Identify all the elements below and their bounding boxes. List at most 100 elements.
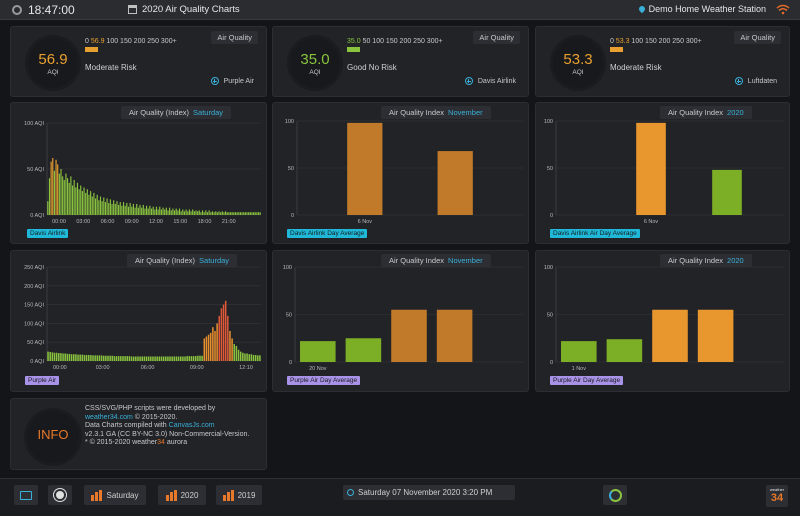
aqi-source-link[interactable]: Purple Air [210, 77, 254, 85]
credits-line-2: Data Charts compiled with CanvasJs.com [85, 422, 270, 431]
bar [256, 212, 258, 215]
bar [135, 356, 137, 361]
bar [169, 207, 171, 215]
aqi-level-swatch [347, 47, 360, 52]
chart-title-text: Air Quality Index [668, 108, 724, 117]
bar [242, 352, 244, 361]
credits-line-1b: weather34.com © 2015-2020. [85, 414, 270, 423]
year-2020-button-label: 2020 [180, 490, 199, 500]
chart-legend: Davis Airlink [27, 229, 69, 238]
bar [62, 353, 64, 361]
y-tick-label: 50 [547, 313, 553, 319]
theme-button[interactable] [48, 485, 72, 505]
bar [244, 353, 246, 361]
aqi-source-link[interactable]: Davis Airlink [464, 77, 516, 85]
chart-title: Air Quality (Index) Saturday [127, 254, 238, 267]
chart-panel-purple-year: Air Quality Index 2020 0 50 100 1 Nov Purple… [535, 250, 790, 392]
aqi-card-davis-airlink: 35.0 AQI 35.0 50 100 150 200 250 300+ Go… [272, 26, 529, 97]
bar [159, 206, 161, 215]
saturday-button[interactable]: Saturday [84, 485, 146, 505]
bar [697, 309, 734, 362]
aqi-value: 53.3 [563, 51, 593, 68]
chart-title-text: Air Quality (Index) [129, 108, 190, 117]
bar [254, 354, 257, 361]
credits-line-4b: aurora [164, 439, 188, 446]
x-tick-label: 09:00 [190, 365, 204, 371]
bar [177, 210, 179, 215]
weather34-link[interactable]: weather34.com [85, 413, 133, 421]
credits-brand: 34 [157, 439, 165, 446]
chart-legend: Davis Airlink Air Day Average [550, 229, 640, 238]
chart-title: Air Quality (Index) Saturday [121, 106, 232, 119]
bar [48, 178, 51, 215]
bar [180, 211, 182, 215]
bar [51, 352, 54, 361]
bar [170, 210, 172, 215]
bar [391, 309, 427, 362]
chart-airlink-day: 0 AQI 50 AQI 100 AQI 00:00 03:00 06:00 09:00 12… [24, 121, 261, 225]
bar [104, 202, 107, 215]
bar [238, 212, 240, 215]
dashboard-button[interactable] [14, 485, 38, 505]
bar [90, 191, 92, 215]
bar [114, 203, 116, 215]
wifi-icon[interactable] [776, 4, 790, 18]
bar [561, 341, 597, 362]
year-2019-button[interactable]: 2019 [216, 485, 262, 505]
x-tick-label: 15:00 [173, 219, 187, 225]
aqi-value: 56.9 [38, 51, 68, 68]
bar [107, 355, 109, 361]
aqi-scale: 35.0 50 100 150 200 250 300+ [347, 38, 443, 45]
chart-purple-year: 0 50 100 1 Nov [544, 265, 784, 372]
aqi-scale-rest: 100 150 200 250 300+ [631, 38, 702, 45]
app-title-text: 2020 Air Quality Charts [142, 4, 240, 15]
bar [210, 212, 212, 215]
aqi-source: Davis Airlink [477, 77, 516, 85]
bar [113, 200, 115, 215]
chart-title-period: 2020 [727, 108, 744, 117]
bar [231, 212, 233, 215]
year-2020-button[interactable]: 2020 [158, 485, 206, 505]
bar [96, 355, 99, 361]
bar [184, 356, 186, 361]
bar [164, 209, 166, 215]
chart-legend: Purple Air Day Average [550, 376, 624, 385]
aqi-scale-current: 53.3 [615, 38, 630, 45]
bar [65, 173, 67, 215]
bar [128, 356, 131, 361]
bar [154, 209, 156, 215]
bar [53, 170, 55, 215]
bar [257, 355, 259, 361]
chart-legend: Davis Airlink Day Average [287, 229, 368, 238]
aqi-gauge [290, 38, 340, 88]
y-tick-label: 0 AQI [30, 213, 44, 219]
aqi-risk: Moderate Risk [85, 63, 137, 72]
bar [177, 356, 180, 361]
bar [57, 164, 59, 215]
bar [53, 352, 56, 361]
refresh-button[interactable] [603, 485, 627, 505]
aqi-source-link[interactable]: Luftdaten [734, 77, 777, 85]
bar [236, 212, 238, 215]
bar [139, 204, 141, 215]
canvasjs-link[interactable]: CanvasJs.com [168, 422, 215, 429]
bar [109, 199, 111, 215]
bar [86, 189, 88, 215]
bar [203, 212, 205, 215]
bar [165, 207, 167, 215]
chart-title-period: Saturday [193, 108, 224, 117]
aqi-unit: AQI [309, 69, 321, 76]
y-tick-label: 100 [544, 265, 553, 271]
bar [185, 209, 187, 215]
bar [70, 176, 72, 215]
y-tick-label: 0 [550, 213, 553, 219]
bar [109, 355, 111, 361]
bar-chart-icon [222, 489, 234, 501]
bar [162, 356, 165, 361]
weather34-logo[interactable]: weather 34 [766, 485, 788, 507]
bar [66, 353, 69, 361]
bar [126, 356, 128, 361]
chart-legend: Purple Air Day Average [287, 376, 361, 385]
aqi-scale: 0 56.9 100 150 200 250 300+ [85, 38, 177, 45]
logo-big-text: 34 [770, 492, 784, 504]
